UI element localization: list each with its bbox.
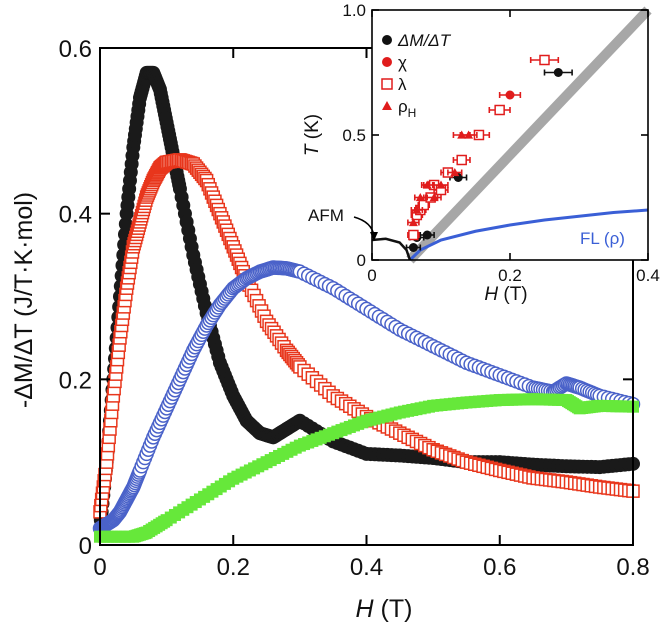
- main-x-tick-label: 0.8: [616, 554, 649, 581]
- inset-series-2-point: [505, 90, 515, 100]
- main-axis-ticks: 0 0.2 0.4 0.6 0.8 0 0.2 0.4 0.6: [59, 36, 650, 581]
- inset-phase-boundary-line: [406, 6, 652, 264]
- main-x-label-symbol: H: [356, 595, 375, 623]
- inset-series-4-point: [412, 205, 422, 214]
- main-x-label-unit: (T): [374, 595, 413, 623]
- main-x-tick-label: 0: [93, 554, 106, 581]
- legend-marker: [382, 35, 392, 45]
- inset-series-3-point: [494, 104, 505, 116]
- main-chart: 0 0.2 0.4 0.6 0.8 0 0.2 0.4 0.6 H (T) -ΔM/ΔT (J/…: [10, 36, 650, 623]
- inset-plot-marks: [371, 6, 652, 264]
- inset-y-tick-label: 1.0: [342, 1, 366, 20]
- legend-label: ΔM/ΔT: [397, 31, 452, 50]
- legend-label: λ: [398, 75, 407, 94]
- inset-fl-curve: [408, 208, 649, 262]
- inset-legend: ΔM/ΔT χλ ρH: [381, 31, 452, 120]
- fl-annotation: FL (ρ): [580, 229, 625, 248]
- inset-series-1-point: [553, 68, 563, 77]
- inset-axis-ticks: 0 0.2 0.4 0 0.5 1.0: [342, 1, 659, 285]
- inset-series-4-point: [415, 193, 425, 202]
- inset-chart: 0 0.2 0.4 0 0.5 1.0 H (T) T (K) ΔM/ΔT χλ ρH AFM…: [302, 1, 660, 305]
- inset-y-axis-label: T (K): [302, 114, 323, 156]
- main-y-tick-label: 0.4: [59, 202, 92, 229]
- afm-annotation: AFM: [308, 206, 344, 225]
- main-y-tick-label: 0.2: [59, 367, 92, 394]
- inset-series-4-point: [436, 180, 446, 189]
- main-y-axis-label: -ΔM/ΔT (J/T·K·mol): [10, 192, 38, 408]
- main-x-axis-label: H (T): [356, 595, 413, 623]
- main-x-tick-label: 0.2: [217, 554, 250, 581]
- inset-series-4-point: [464, 130, 474, 139]
- main-x-tick-label: 0.4: [350, 554, 383, 581]
- legend-marker: [382, 101, 392, 110]
- inset-x-axis-label: H (T): [484, 284, 527, 305]
- inset-series-4-point: [408, 218, 418, 227]
- inset-series-3-point: [539, 54, 550, 66]
- inset-y-tick-label: 0.5: [342, 126, 366, 145]
- inset-series-4-point: [450, 168, 460, 177]
- main-y-tick-label: 0: [79, 533, 92, 560]
- inset-series-4-point: [429, 193, 439, 202]
- inset-y-tick-label: 0: [357, 251, 366, 270]
- inset-x-tick-label: 0: [367, 266, 376, 285]
- main-plot-marks: [92, 65, 641, 543]
- inset-series-3-point: [456, 154, 467, 166]
- inset-series-3-point: [408, 229, 419, 241]
- inset-x-label-symbol: H: [484, 284, 498, 305]
- inset-y-label-symbol: T: [302, 143, 323, 156]
- inset-series-4-point: [422, 180, 432, 189]
- inset-series-1-point: [422, 230, 432, 240]
- legend-label: ρH: [398, 97, 416, 120]
- inset-y-label-unit: (K): [302, 114, 323, 145]
- legend-marker: [382, 57, 392, 67]
- main-series-1-point: [118, 217, 133, 232]
- legend-label: χ: [398, 53, 407, 72]
- inset-x-label-unit: (T): [498, 284, 528, 305]
- afm-arrowhead: [370, 232, 378, 241]
- inset-afm-curve: [371, 237, 412, 261]
- main-x-tick-label: 0.6: [483, 554, 516, 581]
- inset-x-tick-label: 0.4: [636, 266, 660, 285]
- inset-x-tick-label: 0.2: [498, 266, 522, 285]
- main-y-tick-label: 0.6: [59, 36, 92, 63]
- legend-marker: [381, 78, 393, 90]
- inset-series-1-point: [408, 243, 418, 252]
